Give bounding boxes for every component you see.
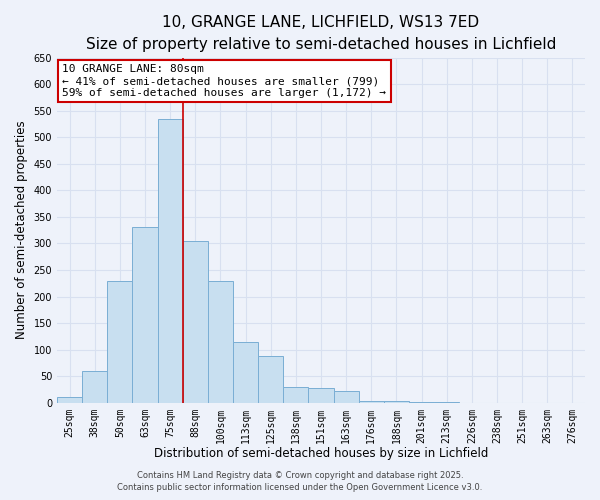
Bar	[158, 118, 183, 403]
Bar	[308, 388, 334, 402]
Bar	[107, 280, 133, 402]
Bar	[233, 342, 258, 402]
Title: 10, GRANGE LANE, LICHFIELD, WS13 7ED
Size of property relative to semi-detached : 10, GRANGE LANE, LICHFIELD, WS13 7ED Siz…	[86, 15, 556, 52]
X-axis label: Distribution of semi-detached houses by size in Lichfield: Distribution of semi-detached houses by …	[154, 447, 488, 460]
Bar	[258, 356, 283, 403]
Bar	[208, 280, 233, 402]
Bar	[334, 391, 359, 402]
Bar	[133, 228, 158, 402]
Bar	[283, 387, 308, 402]
Y-axis label: Number of semi-detached properties: Number of semi-detached properties	[15, 121, 28, 340]
Bar	[384, 401, 409, 402]
Bar	[183, 240, 208, 402]
Bar	[57, 398, 82, 402]
Bar	[359, 400, 384, 402]
Text: 10 GRANGE LANE: 80sqm
← 41% of semi-detached houses are smaller (799)
59% of sem: 10 GRANGE LANE: 80sqm ← 41% of semi-deta…	[62, 64, 386, 98]
Text: Contains HM Land Registry data © Crown copyright and database right 2025.
Contai: Contains HM Land Registry data © Crown c…	[118, 471, 482, 492]
Bar	[82, 371, 107, 402]
